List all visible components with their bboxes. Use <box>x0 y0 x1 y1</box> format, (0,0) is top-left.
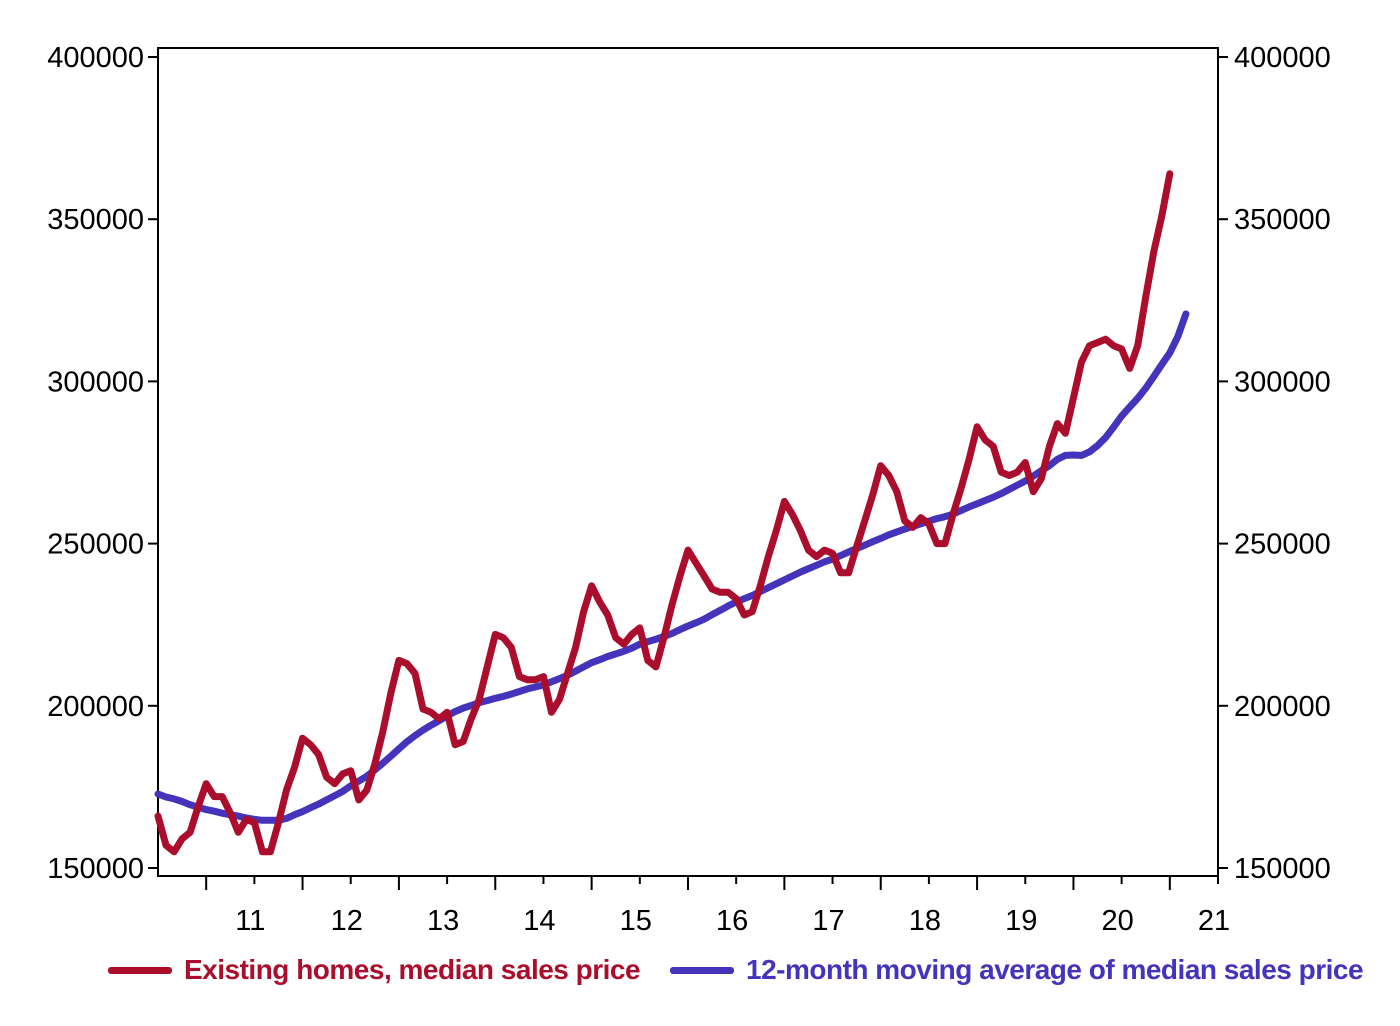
y-tick-label-right: 350000 <box>1234 204 1331 236</box>
legend-label-existing-homes: Existing homes, median sales price <box>184 954 641 985</box>
plot-frame <box>157 47 1219 877</box>
x-tick-label: 15 <box>620 905 652 937</box>
x-tick-label: 21 <box>1198 905 1230 937</box>
y-tick-label-left: 300000 <box>47 366 144 398</box>
y-axis-left: 150000 200000 250000 300000 350000 400000 <box>47 42 158 885</box>
x-axis-labels: 11 12 13 14 15 16 17 18 19 20 21 <box>235 905 1230 937</box>
legend: Existing homes, median sales price 12-mo… <box>0 954 1400 994</box>
y-tick-label-right: 400000 <box>1234 42 1331 74</box>
y-tick-label-left: 250000 <box>47 529 144 561</box>
y-tick-label-left: 350000 <box>47 204 144 236</box>
x-tick-label: 20 <box>1101 905 1133 937</box>
y-tick-label-right: 200000 <box>1234 691 1331 723</box>
series-line-existing-homes <box>154 170 1174 856</box>
x-tick-label: 18 <box>909 905 941 937</box>
legend-item-existing-homes: Existing homes, median sales price <box>108 954 641 986</box>
legend-swatch-blue <box>670 966 734 974</box>
y-tick-label-right: 300000 <box>1234 366 1331 398</box>
x-tick-label: 17 <box>812 905 844 937</box>
x-tick-label: 19 <box>1005 905 1037 937</box>
legend-label-moving-average: 12-month moving average of median sales … <box>746 954 1364 985</box>
y-tick-label-right: 150000 <box>1234 853 1331 885</box>
x-tick-label: 13 <box>427 905 459 937</box>
series-layer <box>154 170 1190 856</box>
x-tick-label: 14 <box>523 905 555 937</box>
x-tick-label: 16 <box>716 905 748 937</box>
y-tick-label-right: 250000 <box>1234 529 1331 561</box>
series-line-moving-average <box>154 310 1190 824</box>
y-tick-label-left: 400000 <box>47 42 144 74</box>
y-axis-right: 150000 200000 250000 300000 350000 400000 <box>1218 42 1331 885</box>
y-tick-label-left: 150000 <box>47 853 144 885</box>
legend-item-moving-average: 12-month moving average of median sales … <box>670 954 1364 986</box>
y-tick-label-left: 200000 <box>47 691 144 723</box>
x-axis-ticks <box>205 876 1219 890</box>
x-tick-label: 12 <box>331 905 363 937</box>
x-tick-label: 11 <box>235 905 265 937</box>
legend-swatch-red <box>108 966 172 974</box>
